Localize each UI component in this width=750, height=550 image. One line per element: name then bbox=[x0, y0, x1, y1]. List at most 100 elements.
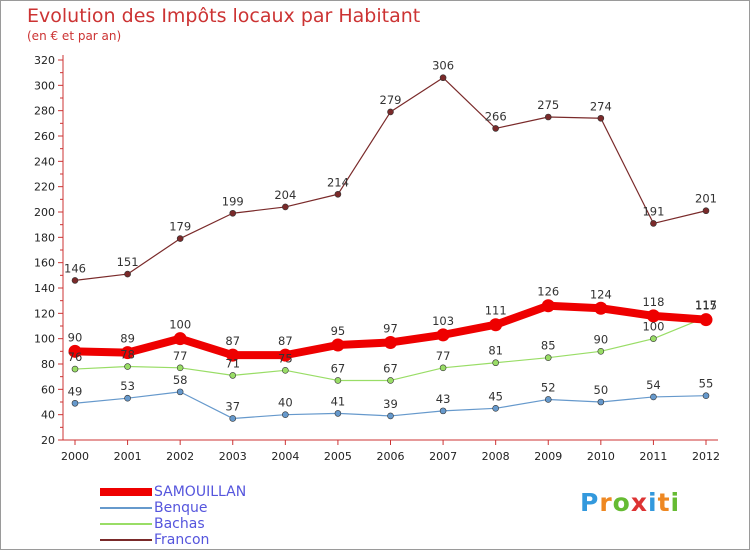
data-label-francon: 201 bbox=[695, 192, 717, 206]
data-label-francon: 199 bbox=[222, 194, 244, 208]
logo-letter: o bbox=[612, 488, 631, 517]
data-point-bachas bbox=[124, 363, 131, 370]
data-label-francon: 151 bbox=[117, 255, 139, 269]
data-label-bachas: 67 bbox=[331, 361, 346, 375]
data-label-benque: 43 bbox=[436, 392, 451, 406]
logo-letter: x bbox=[630, 488, 648, 517]
data-label-bachas: 85 bbox=[541, 339, 556, 353]
data-label-samouillan: 87 bbox=[278, 334, 293, 348]
data-label-bachas: 76 bbox=[68, 350, 83, 364]
data-point-benque bbox=[387, 412, 394, 420]
x-tick-label: 2006 bbox=[377, 450, 405, 463]
x-tick-label: 2005 bbox=[324, 450, 352, 463]
x-tick-label: 2001 bbox=[114, 450, 142, 463]
data-label-francon: 274 bbox=[590, 99, 612, 113]
data-label-samouillan: 118 bbox=[642, 295, 664, 309]
y-tick-label: 300 bbox=[34, 79, 55, 92]
data-point-francon bbox=[597, 114, 605, 122]
y-tick-label: 160 bbox=[34, 257, 55, 270]
data-point-samouillan bbox=[541, 299, 555, 313]
y-tick-label: 180 bbox=[34, 231, 55, 244]
y-tick-label: 240 bbox=[34, 155, 55, 168]
data-point-bachas bbox=[71, 365, 79, 373]
data-label-benque: 39 bbox=[383, 397, 398, 411]
x-tick-label: 2004 bbox=[271, 450, 299, 463]
data-label-samouillan: 111 bbox=[485, 304, 507, 318]
x-tick-label: 2009 bbox=[534, 450, 562, 463]
data-label-benque: 53 bbox=[120, 379, 135, 393]
data-point-bachas bbox=[544, 354, 552, 361]
data-point-francon bbox=[544, 113, 552, 121]
data-point-francon bbox=[439, 74, 447, 82]
data-label-benque: 40 bbox=[278, 396, 293, 410]
data-label-samouillan: 90 bbox=[68, 330, 83, 344]
x-tick-label: 2008 bbox=[482, 450, 510, 463]
data-label-bachas: 78 bbox=[120, 348, 135, 362]
x-tick-label: 2007 bbox=[429, 450, 457, 463]
data-point-benque bbox=[334, 410, 342, 417]
data-point-benque bbox=[544, 396, 552, 403]
legend-label: Francon bbox=[154, 532, 210, 548]
data-label-benque: 52 bbox=[541, 380, 556, 394]
data-point-benque bbox=[439, 407, 447, 415]
data-point-francon bbox=[176, 235, 184, 242]
data-label-francon: 191 bbox=[642, 204, 664, 218]
data-label-benque: 50 bbox=[594, 383, 609, 397]
data-point-samouillan bbox=[226, 348, 240, 362]
data-point-samouillan bbox=[331, 338, 345, 352]
data-label-francon: 275 bbox=[537, 98, 559, 112]
y-tick-label: 280 bbox=[34, 105, 55, 118]
data-point-benque bbox=[492, 405, 499, 412]
logo-letter: i bbox=[670, 488, 681, 517]
data-label-samouillan: 115 bbox=[695, 299, 717, 313]
data-label-samouillan: 100 bbox=[169, 318, 191, 332]
data-label-benque: 45 bbox=[488, 389, 503, 403]
x-tick-label: 2010 bbox=[587, 450, 615, 463]
y-tick-label: 200 bbox=[34, 206, 55, 219]
data-point-samouillan bbox=[173, 332, 187, 346]
data-point-samouillan bbox=[121, 346, 135, 360]
data-label-francon: 306 bbox=[432, 59, 454, 73]
data-label-bachas: 77 bbox=[173, 349, 188, 363]
data-label-benque: 41 bbox=[331, 394, 346, 408]
data-point-benque bbox=[71, 399, 79, 407]
x-tick-label: 2012 bbox=[692, 450, 720, 463]
legend-item-samouillan: SAMOUILLAN bbox=[100, 484, 360, 500]
legend: SAMOUILLAN Benque Bachas Francon bbox=[100, 484, 360, 548]
data-point-benque bbox=[650, 393, 657, 401]
data-label-bachas: 71 bbox=[225, 356, 240, 370]
data-point-francon bbox=[387, 108, 394, 116]
data-label-benque: 58 bbox=[173, 373, 188, 387]
data-label-benque: 54 bbox=[646, 378, 661, 392]
data-point-francon bbox=[334, 190, 342, 198]
legend-label: SAMOUILLAN bbox=[154, 484, 247, 500]
data-point-francon bbox=[702, 207, 710, 215]
data-label-bachas: 117 bbox=[695, 298, 717, 312]
legend-swatch bbox=[100, 507, 152, 509]
data-point-bachas bbox=[492, 359, 499, 367]
x-tick-label: 2011 bbox=[639, 450, 667, 463]
y-tick-label: 220 bbox=[34, 181, 55, 194]
data-point-benque bbox=[124, 394, 131, 402]
data-label-francon: 279 bbox=[380, 93, 402, 107]
chart-subtitle: (en € et par an) bbox=[27, 29, 122, 43]
y-tick-label: 120 bbox=[34, 307, 55, 320]
data-point-benque bbox=[597, 398, 605, 406]
y-tick-label: 80 bbox=[41, 358, 55, 371]
data-label-samouillan: 89 bbox=[120, 332, 135, 346]
data-point-bachas bbox=[387, 377, 394, 384]
data-label-samouillan: 124 bbox=[590, 287, 612, 301]
y-tick-label: 320 bbox=[34, 54, 55, 67]
data-point-bachas bbox=[176, 364, 184, 372]
data-point-samouillan bbox=[489, 318, 503, 332]
data-point-bachas bbox=[229, 372, 237, 379]
legend-item-bachas: Bachas bbox=[100, 516, 360, 532]
chart-title: Evolution des Impôts locaux par Habitant bbox=[27, 5, 421, 27]
data-point-samouillan bbox=[699, 313, 713, 327]
y-tick-label: 260 bbox=[34, 130, 55, 143]
series-points bbox=[68, 74, 713, 422]
data-point-bachas bbox=[282, 367, 289, 374]
data-point-francon bbox=[71, 277, 79, 284]
data-label-samouillan: 126 bbox=[537, 285, 559, 299]
